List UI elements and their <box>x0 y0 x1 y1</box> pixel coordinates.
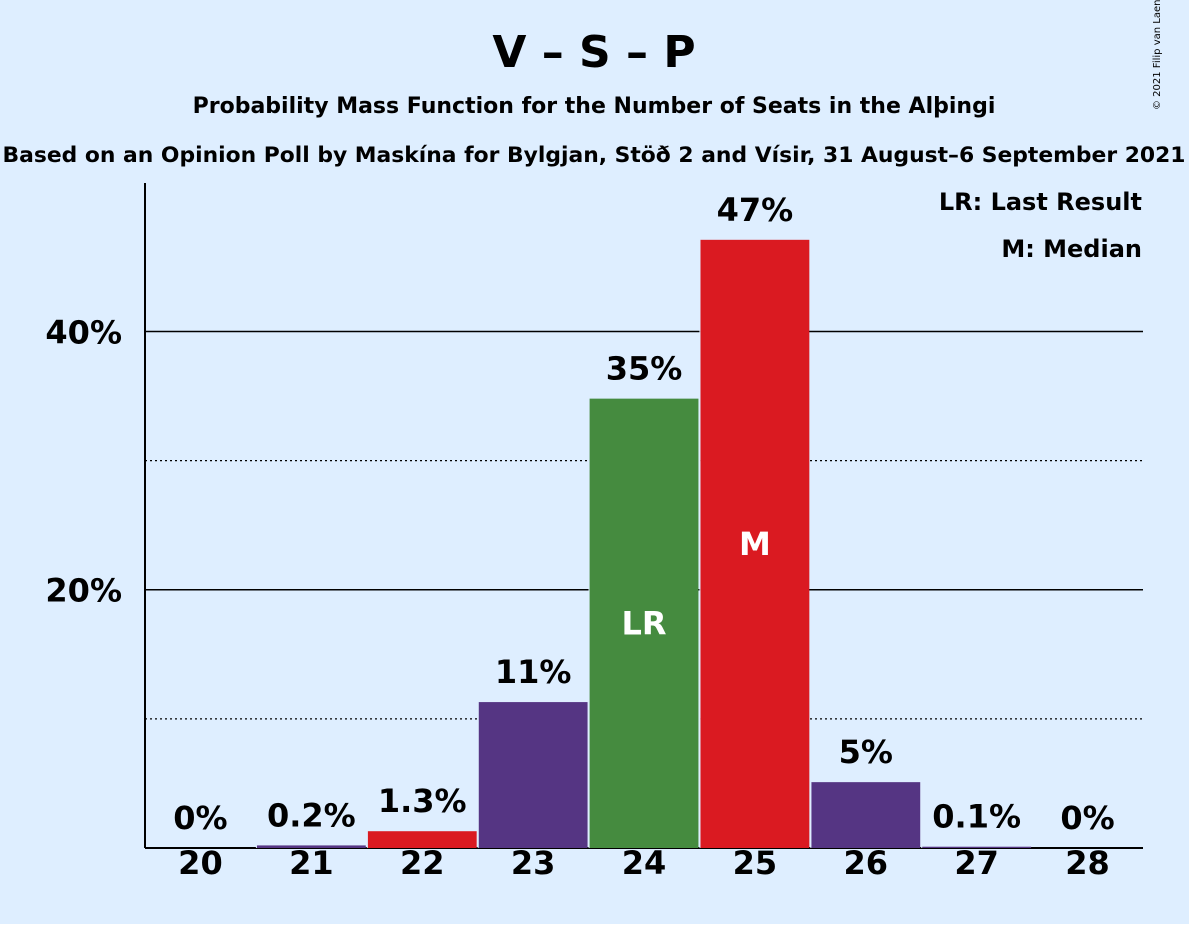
x-tick-label: 26 <box>844 844 889 882</box>
bar-gap <box>921 846 923 848</box>
bar-23 <box>478 702 588 848</box>
bar-gap <box>255 845 257 848</box>
value-label: 0% <box>173 799 227 837</box>
bar-gap <box>810 782 812 848</box>
value-label: 11% <box>495 653 572 691</box>
bar-27 <box>922 846 1032 848</box>
x-tick-label: 27 <box>954 844 999 882</box>
y-tick-label: 20% <box>45 572 122 610</box>
value-label: 0.1% <box>932 798 1021 836</box>
value-label: 0.2% <box>267 796 356 834</box>
bar-gap <box>477 702 479 848</box>
x-tick-label: 21 <box>289 844 334 882</box>
bar-21 <box>256 845 366 848</box>
x-tick-label: 28 <box>1065 844 1110 882</box>
labels: 20% 40% 0% 20 0.2% 21 1.3% 22 11% 23 35% 24 LR 47% 25 M… <box>45 191 1114 882</box>
copyright-text: © 2021 Filip van Laenen <box>1152 0 1163 110</box>
x-tick-label: 22 <box>400 844 445 882</box>
chart-title: V – S – P <box>492 27 695 78</box>
median-marker: M <box>739 525 771 563</box>
bar-gap <box>366 831 368 848</box>
bar-22 <box>367 831 477 848</box>
bars <box>255 239 1032 848</box>
chart-subtitle-poll: Based on an Opinion Poll by Maskína for … <box>3 143 1186 167</box>
bar-gap <box>588 398 590 848</box>
y-tick-label: 40% <box>45 313 122 351</box>
value-label: 5% <box>839 733 893 771</box>
legend-last-result: LR: Last Result <box>939 188 1142 216</box>
value-label: 0% <box>1060 799 1114 837</box>
chart-subtitle: Probability Mass Function for the Number… <box>193 94 996 119</box>
legend-median: M: Median <box>1001 235 1142 263</box>
bar-26 <box>811 782 921 848</box>
last-result-marker: LR <box>621 604 666 642</box>
x-tick-label: 23 <box>511 844 556 882</box>
value-label: 47% <box>717 191 794 229</box>
x-tick-label: 20 <box>178 844 223 882</box>
value-label: 1.3% <box>378 782 467 820</box>
bar-gap <box>699 239 701 848</box>
bar-24 <box>589 398 699 848</box>
x-tick-label: 24 <box>622 844 667 882</box>
x-tick-label: 25 <box>733 844 778 882</box>
bar-25 <box>700 239 810 848</box>
value-label: 35% <box>606 350 683 388</box>
